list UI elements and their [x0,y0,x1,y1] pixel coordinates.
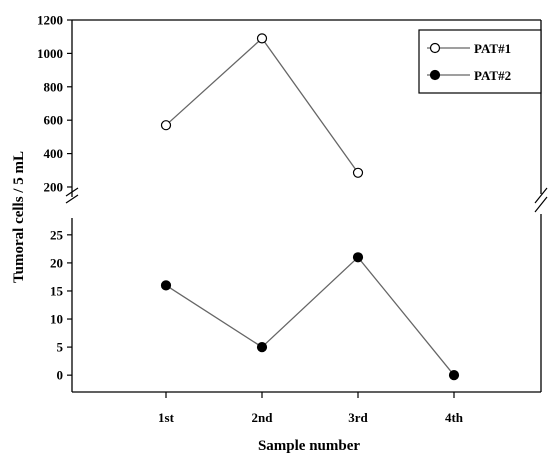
legend-marker-pat2 [429,69,441,81]
legend-box [418,29,542,94]
y-lower-tick-label: 15 [50,283,64,298]
series-group [160,33,460,381]
right-axis-break-mark [534,187,548,213]
y-upper-tick-label: 1000 [37,46,63,61]
data-point-series-1 [160,120,172,131]
y-lower-tick-label: 25 [50,227,64,242]
data-point-series-2 [352,252,364,263]
series-line-2 [165,256,455,376]
data-point-series-1 [352,167,364,178]
y-axis-break-mark [65,187,79,204]
ticks: 200 400 600 800 1000 1200 0 5 10 15 20 25 1st 2nd 3rd 4… [37,13,464,426]
y-lower-tick-label: 0 [57,368,64,383]
data-point-series-2 [256,341,268,353]
legend-marker-pat1 [429,42,441,54]
y-axis-title: Tumoral cells / 5 mL [11,151,27,283]
x-tick-label: 4th [445,410,464,425]
y-lower-tick-label: 10 [50,312,63,327]
y-upper-tick-label: 600 [44,113,64,128]
x-axis-title: Sample number [258,438,360,454]
y-upper-tick-label: 400 [44,146,64,161]
axes [65,19,548,393]
data-point-series-2 [160,280,172,291]
legend-label-pat1: PAT#1 [474,41,511,56]
data-point-series-2 [448,370,460,381]
legend-label-pat2: PAT#2 [474,68,511,83]
data-point-series-1 [256,33,268,44]
y-upper-tick-label: 800 [44,79,64,94]
x-tick-label: 3rd [348,410,368,425]
series-line-1 [165,37,359,174]
y-lower-tick-label: 5 [57,340,64,355]
x-tick-label: 2nd [252,410,274,425]
y-lower-tick-label: 20 [50,255,63,270]
y-upper-tick-label: 200 [44,179,64,194]
legend: PAT#1 PAT#2 [418,29,542,94]
x-tick-label: 1st [158,410,175,425]
y-upper-tick-label: 1200 [37,13,63,28]
